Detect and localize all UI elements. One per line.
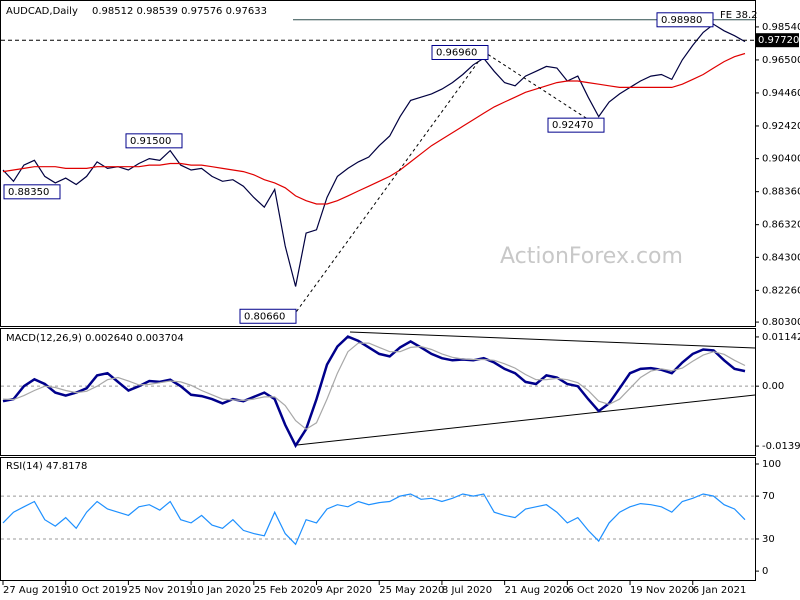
y-tick-label: 0.80300	[762, 317, 800, 328]
y-tick-label: 0.92420	[762, 121, 800, 132]
current-price-box	[755, 33, 799, 48]
fib-label: FE 38.2	[720, 10, 758, 21]
rsi-panel	[0, 457, 756, 581]
price-label: 0.80660	[244, 311, 285, 322]
x-tick-label: 8 Jul 2020	[442, 585, 492, 596]
y-tick-label: 0.011427	[762, 332, 800, 343]
macd-title: MACD(12,26,9) 0.002640 0.003704	[6, 333, 184, 344]
x-tick-label: 25 May 2020	[379, 585, 444, 596]
y-tick-label: 0.96500	[762, 55, 800, 66]
y-tick-label: 0.86320	[762, 220, 800, 231]
y-tick-label: 0.90400	[762, 154, 800, 165]
y-tick-label: 0.84300	[762, 252, 800, 263]
y-tick-label: 0.00	[762, 381, 784, 392]
price-label-box	[431, 44, 489, 60]
series-line	[2, 23, 746, 287]
chart-title: AUDCAD,Daily	[6, 6, 78, 17]
price-label-box	[656, 12, 714, 28]
x-tick-label: 19 Nov 2020	[630, 585, 694, 596]
series-line	[2, 493, 746, 546]
x-tick-label: 10 Jan 2020	[191, 585, 251, 596]
price-label: 0.98980	[661, 15, 702, 26]
y-tick-label: 30	[762, 534, 775, 545]
price-label-box	[3, 184, 61, 200]
price-label-box	[547, 117, 605, 133]
price-panel	[0, 0, 756, 327]
rsi-title: RSI(14) 47.8178	[6, 461, 87, 472]
macd-panel	[0, 328, 756, 456]
series-line	[2, 342, 746, 430]
y-tick-label: 70	[762, 491, 775, 502]
price-label: 0.88350	[8, 187, 49, 198]
price-label: 0.92470	[552, 120, 593, 131]
macd-trendline	[296, 394, 756, 446]
y-tick-label: 0.88360	[762, 187, 800, 198]
price-label: 0.91500	[130, 136, 171, 147]
x-tick-label: 27 Aug 2019	[3, 585, 67, 596]
price-label: 0.96960	[436, 47, 477, 58]
x-tick-label: 10 Oct 2019	[66, 585, 128, 596]
series-line	[2, 335, 746, 449]
y-tick-label: 0.98540	[762, 22, 800, 33]
y-tick-label: 0	[762, 566, 768, 577]
y-tick-label: 0.82260	[762, 285, 800, 296]
price-label-box	[125, 133, 183, 149]
x-tick-label: 6 Oct 2020	[567, 585, 622, 596]
x-tick-label: 21 Aug 2020	[505, 585, 569, 596]
macd-trendline	[349, 331, 756, 349]
y-tick-label: 0.94460	[762, 88, 800, 99]
x-tick-label: 6 Jan 2021	[693, 585, 747, 596]
x-tick-label: 25 Feb 2020	[254, 585, 316, 596]
x-tick-label: 9 Apr 2020	[317, 585, 372, 596]
x-tick-label: 25 Nov 2019	[128, 585, 192, 596]
fib-projection	[292, 51, 598, 317]
ohlc-readout: 0.98512 0.98539 0.97576 0.97633	[92, 6, 267, 17]
series-line	[2, 52, 746, 205]
current-price-label: 0.97720	[758, 35, 799, 46]
watermark: ActionForex.com	[500, 244, 683, 269]
y-tick-label: 100	[762, 459, 781, 470]
price-label-box	[239, 308, 297, 324]
